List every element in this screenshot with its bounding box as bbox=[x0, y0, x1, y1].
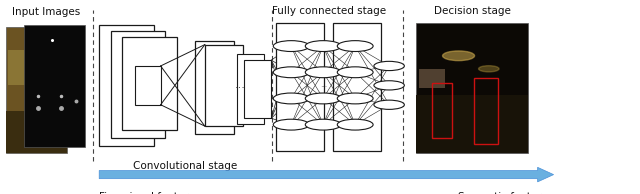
Circle shape bbox=[305, 41, 341, 51]
Bar bbox=[122, 37, 177, 130]
Circle shape bbox=[374, 100, 404, 109]
Bar bbox=[205, 45, 243, 126]
Text: Fully connected stage: Fully connected stage bbox=[271, 5, 386, 16]
Bar bbox=[6, 111, 67, 153]
Text: Input Images: Input Images bbox=[12, 7, 80, 17]
Bar bbox=[416, 95, 528, 153]
Bar bbox=[111, 31, 165, 138]
Text: Decision stage: Decision stage bbox=[433, 5, 511, 16]
Bar bbox=[416, 23, 528, 153]
Circle shape bbox=[305, 67, 341, 78]
FancyArrow shape bbox=[99, 167, 554, 182]
Circle shape bbox=[374, 81, 404, 90]
Bar bbox=[8, 50, 31, 85]
Text: Convolutional stage: Convolutional stage bbox=[133, 161, 237, 171]
Bar bbox=[432, 83, 452, 138]
Bar bbox=[419, 69, 445, 88]
Text: Fine visual features: Fine visual features bbox=[99, 192, 201, 194]
Bar bbox=[474, 78, 498, 144]
Text: ...: ... bbox=[319, 80, 327, 89]
Bar bbox=[6, 27, 67, 153]
Bar bbox=[24, 25, 85, 147]
Circle shape bbox=[273, 41, 309, 51]
Bar bbox=[333, 23, 381, 151]
Bar bbox=[244, 60, 271, 118]
Circle shape bbox=[337, 119, 373, 130]
Circle shape bbox=[337, 67, 373, 78]
Text: ...: ... bbox=[235, 80, 245, 90]
Bar bbox=[276, 23, 324, 151]
Circle shape bbox=[337, 93, 373, 104]
Bar bbox=[135, 66, 161, 105]
Bar bbox=[195, 41, 234, 134]
Bar bbox=[99, 25, 154, 146]
Circle shape bbox=[374, 61, 404, 71]
Circle shape bbox=[305, 93, 341, 104]
Circle shape bbox=[337, 41, 373, 51]
Text: Semantic features: Semantic features bbox=[458, 192, 554, 194]
Circle shape bbox=[479, 66, 499, 72]
Circle shape bbox=[273, 119, 309, 130]
Circle shape bbox=[443, 51, 475, 61]
Circle shape bbox=[273, 93, 309, 104]
Circle shape bbox=[305, 119, 341, 130]
Bar bbox=[237, 54, 264, 124]
Circle shape bbox=[273, 67, 309, 78]
